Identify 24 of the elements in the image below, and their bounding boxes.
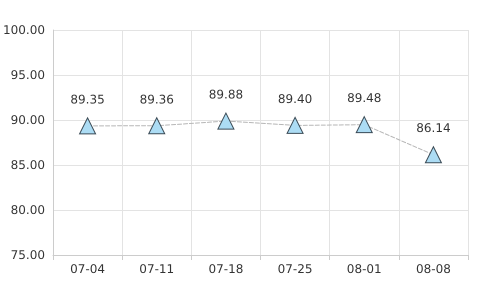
y-tick-label: 75.00: [10, 248, 45, 262]
y-tick-label: 100.00: [2, 23, 45, 37]
x-tick-label: 07-18: [208, 262, 244, 276]
point: [217, 112, 234, 130]
x-tick-label: 08-08: [416, 262, 451, 276]
data-label: 89.36: [140, 92, 174, 106]
data-label: 86.14: [416, 121, 451, 136]
y-tick-label: 90.00: [10, 113, 45, 127]
x-tick-label: 07-11: [139, 262, 174, 276]
data-label: 89.48: [347, 91, 382, 106]
data-label: 89.35: [70, 92, 105, 106]
data-label: 89.88: [208, 88, 244, 102]
x-tick-label: 07-04: [70, 262, 106, 276]
point: [79, 117, 96, 134]
point: [148, 117, 166, 134]
y-tick-label: 85.00: [10, 158, 45, 172]
x-tick-label: 08-01: [346, 262, 382, 276]
x-tick-label: 07-25: [278, 262, 313, 276]
point: [356, 116, 373, 134]
data-label: 89.40: [278, 92, 312, 106]
y-tick-label: 95.00: [10, 68, 45, 82]
point: [286, 116, 304, 134]
point: [424, 146, 442, 164]
y-tick-label: 80.00: [10, 203, 45, 217]
